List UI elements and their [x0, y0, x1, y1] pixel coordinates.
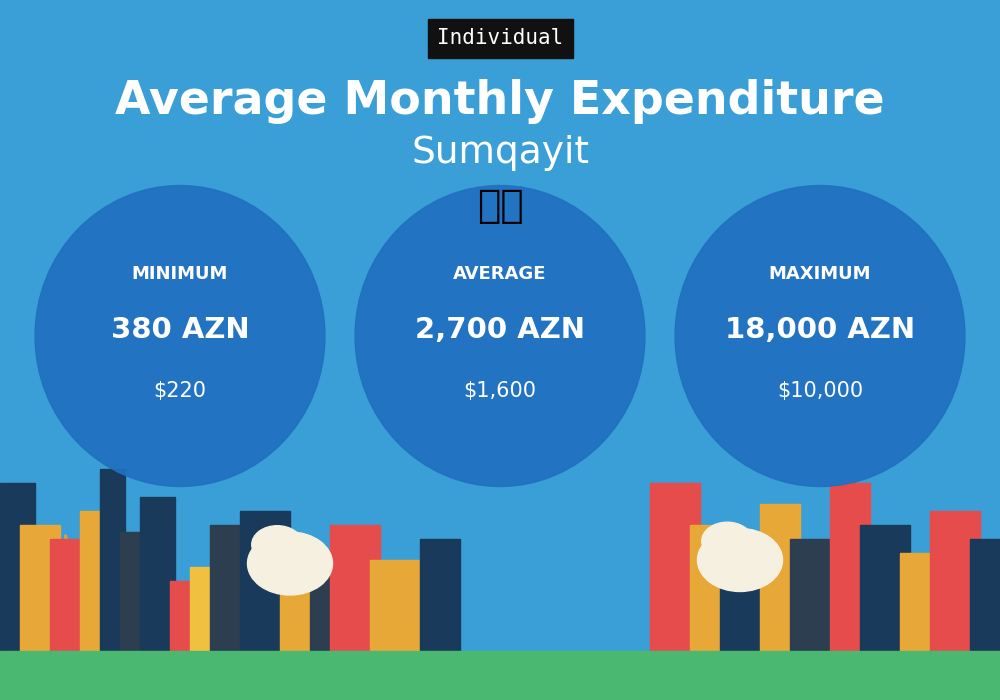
Text: Average Monthly Expenditure: Average Monthly Expenditure — [115, 79, 885, 124]
Ellipse shape — [355, 186, 645, 486]
Bar — [690, 525, 730, 665]
Bar — [210, 525, 250, 665]
Text: $10,000: $10,000 — [777, 381, 863, 400]
Text: MINIMUM: MINIMUM — [132, 265, 228, 284]
Bar — [970, 539, 1000, 665]
Bar — [120, 532, 150, 665]
Text: 🇦🇿: 🇦🇿 — [477, 187, 523, 225]
Bar — [420, 539, 460, 665]
Ellipse shape — [702, 522, 753, 560]
Bar — [900, 553, 940, 665]
Bar — [0, 483, 35, 665]
Bar — [650, 483, 700, 665]
Bar — [790, 539, 840, 665]
Text: Individual: Individual — [437, 29, 563, 48]
Bar — [170, 581, 195, 665]
Bar — [50, 539, 90, 665]
Ellipse shape — [252, 526, 303, 564]
Text: AVERAGE: AVERAGE — [453, 265, 547, 284]
Ellipse shape — [248, 532, 332, 595]
Bar — [240, 511, 290, 665]
Bar — [330, 525, 380, 665]
Text: Sumqayit: Sumqayit — [411, 134, 589, 171]
Bar — [140, 497, 175, 665]
Bar — [760, 504, 800, 665]
Bar — [100, 469, 125, 665]
Bar — [830, 483, 870, 665]
Text: 2,700 AZN: 2,700 AZN — [415, 316, 585, 344]
Ellipse shape — [698, 528, 782, 592]
Text: 380 AZN: 380 AZN — [111, 316, 249, 344]
Bar — [280, 553, 320, 665]
Bar — [370, 560, 425, 665]
Bar — [930, 511, 980, 665]
Bar — [860, 525, 910, 665]
Ellipse shape — [675, 186, 965, 486]
Text: $1,600: $1,600 — [464, 381, 536, 400]
Bar — [20, 525, 60, 665]
Bar — [0, 651, 1000, 700]
Text: MAXIMUM: MAXIMUM — [769, 265, 871, 284]
Bar — [190, 567, 220, 665]
Bar — [310, 574, 340, 665]
Bar — [720, 553, 770, 665]
Bar — [80, 511, 115, 665]
Ellipse shape — [35, 186, 325, 486]
Text: $220: $220 — [154, 381, 207, 400]
Text: 18,000 AZN: 18,000 AZN — [725, 316, 915, 344]
